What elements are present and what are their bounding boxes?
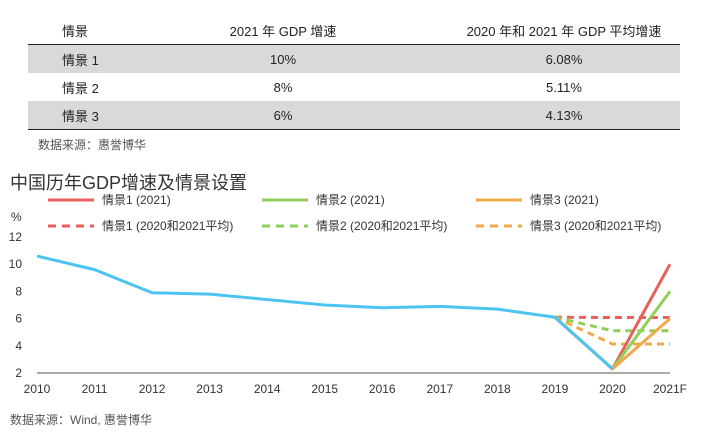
- y-tick-label: 10: [9, 257, 23, 271]
- y-axis-label: %: [11, 210, 22, 224]
- series-line: [554, 315, 670, 333]
- summary-table: 情景 2021 年 GDP 增速 2020 年和 2021 年 GDP 平均增速…: [28, 16, 680, 130]
- x-tick-label: 2011: [82, 382, 108, 396]
- table-header-cell: 2020 年和 2021 年 GDP 平均增速: [466, 23, 662, 39]
- x-tick-label: 2015: [311, 382, 338, 396]
- table-row: 情景 1 10% 6.08%: [28, 45, 680, 73]
- table-cell: 6%: [273, 107, 293, 123]
- y-tick-label: 2: [15, 366, 22, 380]
- legend-label: 情景2 (2020和2021平均): [316, 219, 447, 233]
- legend-label: 情景3 (2020和2021平均): [530, 219, 661, 233]
- table-header-cell: 2021 年 GDP 增速: [229, 23, 337, 39]
- table-cell: 5.11%: [546, 79, 582, 95]
- x-tick-label: 2021F: [653, 382, 687, 396]
- x-tick-label: 2013: [196, 382, 223, 396]
- table-row: 情景 3 6% 4.13%: [28, 101, 680, 130]
- y-tick-label: 8: [15, 284, 22, 298]
- y-tick-label: 12: [9, 230, 23, 244]
- x-tick-label: 2016: [369, 382, 396, 396]
- table-cell: 情景 2: [62, 80, 99, 96]
- series-line: [554, 315, 670, 346]
- table-source-note: 数据来源：惠誉博华: [38, 138, 147, 152]
- x-tick-label: 2010: [24, 382, 51, 396]
- legend-label: 情景1 (2021): [102, 193, 171, 207]
- legend-label: 情景3 (2021): [530, 193, 599, 207]
- table-cell: 8%: [273, 79, 293, 95]
- x-tick-label: 2020: [599, 382, 626, 396]
- x-tick-label: 2018: [484, 382, 511, 396]
- table-cell: 情景 3: [62, 108, 99, 124]
- x-tick-label: 2017: [426, 382, 453, 396]
- historical-line: [36, 254, 614, 371]
- legend-label: 情景1 (2020和2021平均): [102, 219, 233, 233]
- table-cell: 4.13%: [545, 107, 583, 123]
- table-cell: 6.08%: [545, 51, 583, 67]
- table-row: 情景 2 8% 5.11%: [28, 73, 680, 101]
- table-cell: 情景 1: [62, 52, 99, 68]
- table-cell: 10%: [269, 51, 297, 67]
- x-tick-label: 2014: [254, 382, 281, 396]
- table-header-row: 情景 2021 年 GDP 增速 2020 年和 2021 年 GDP 平均增速: [28, 16, 680, 45]
- y-tick-label: 4: [15, 339, 22, 353]
- legend-label: 情景2 (2021): [316, 193, 385, 207]
- y-tick-label: 6: [15, 312, 22, 326]
- chart-title: 中国历年GDP增速及情景设置: [10, 173, 248, 193]
- chart-source-note: 数据来源：Wind, 惠誉博华: [10, 413, 153, 427]
- x-tick-label: 2019: [542, 382, 569, 396]
- x-tick-label: 2012: [139, 382, 166, 396]
- table-header-cell: 情景: [62, 23, 89, 39]
